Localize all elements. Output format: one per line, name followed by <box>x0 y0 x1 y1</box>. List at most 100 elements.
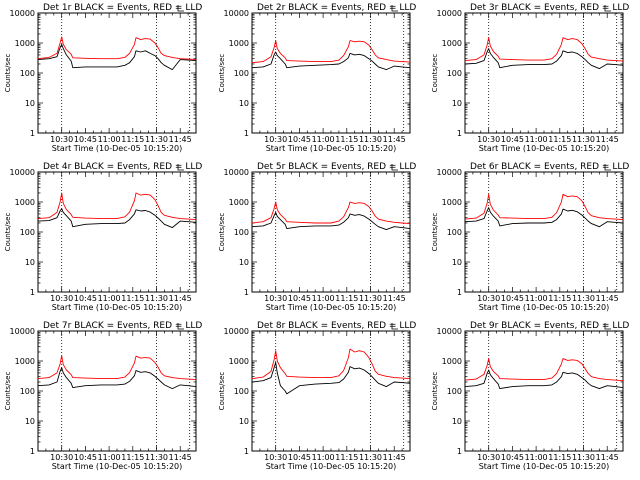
panel-3: Det 3r BLACK = Events, RED = LLD 1 10 100 10… <box>431 3 629 153</box>
x-tick-label: 11:15 <box>548 135 571 144</box>
x-tick-label: 10:45 <box>74 453 97 462</box>
x-axis-label: Start Time (10-Dec-05 10:15:20) <box>52 144 183 153</box>
y-tick-label: 100 <box>447 228 462 237</box>
y-tick-label: 10 <box>452 99 462 108</box>
x-tick-label: 11:45 <box>383 294 406 303</box>
y-tick-label: 100 <box>447 387 462 396</box>
panel-title: Det 3r BLACK = Events, RED = LLD <box>470 3 629 13</box>
y-axis-label: Counts/sec <box>431 213 439 252</box>
x-tick-label: 10:45 <box>288 135 311 144</box>
panel-title: Det 6r BLACK = Events, RED = LLD <box>470 162 629 172</box>
panel-title: Det 4r BLACK = Events, RED = LLD <box>43 162 202 172</box>
legend-mark <box>604 323 611 330</box>
x-tick-label: 11:00 <box>312 294 335 303</box>
panel-6: Det 6r BLACK = Events, RED = LLD 1 10 100 10… <box>431 162 629 312</box>
panel-title: Det 1r BLACK = Events, RED = LLD <box>43 3 202 13</box>
lld-series-line <box>251 348 411 380</box>
panel-4: Det 4r BLACK = Events, RED = LLD 1 10 100 10… <box>4 162 202 312</box>
legend-mark <box>604 164 611 171</box>
y-axis-label: Counts/sec <box>218 372 226 411</box>
x-tick-label: 11:45 <box>383 453 406 462</box>
events-series-line <box>37 367 197 390</box>
x-axis-label: Start Time (10-Dec-05 10:15:20) <box>479 462 610 471</box>
lld-series-line <box>464 193 624 221</box>
x-tick-label: 11:30 <box>359 453 382 462</box>
x-tick-label: 10:30 <box>477 135 500 144</box>
lld-series-line <box>251 40 411 64</box>
y-tick-label: 1 <box>244 447 249 456</box>
x-tick-label: 11:45 <box>383 135 406 144</box>
panel-1: Det 1r BLACK = Events, RED = LLD 1 10 100 10… <box>4 3 202 153</box>
y-tick-label: 1000 <box>15 198 35 207</box>
x-tick-label: 11:00 <box>98 135 121 144</box>
y-tick-label: 10000 <box>10 327 35 336</box>
y-tick-label: 10 <box>239 417 249 426</box>
y-axis-label: Counts/sec <box>218 213 226 252</box>
panel-2: Det 2r BLACK = Events, RED = LLD 1 10 100 10… <box>218 3 416 153</box>
y-tick-label: 1000 <box>15 39 35 48</box>
y-tick-label: 10000 <box>437 9 462 18</box>
y-tick-label: 1 <box>30 129 35 138</box>
panel-8: Det 8r BLACK = Events, RED = LLD 1 10 100 10… <box>218 321 416 471</box>
events-series-line <box>37 43 197 71</box>
y-axis-label: Counts/sec <box>4 372 12 411</box>
x-tick-label: 10:45 <box>288 294 311 303</box>
y-axis-label: Counts/sec <box>218 54 226 93</box>
x-tick-label: 10:45 <box>74 135 97 144</box>
legend-mark <box>177 323 184 330</box>
x-tick-label: 11:45 <box>596 135 619 144</box>
x-tick-label: 11:15 <box>121 135 144 144</box>
x-tick-label: 10:30 <box>50 135 73 144</box>
x-tick-label: 10:45 <box>501 294 524 303</box>
events-series-line <box>251 211 411 231</box>
legend-mark <box>391 5 398 12</box>
y-tick-label: 1000 <box>229 357 249 366</box>
x-tick-label: 10:30 <box>264 294 287 303</box>
x-axis-label: Start Time (10-Dec-05 10:15:20) <box>52 303 183 312</box>
events-series-line <box>37 208 197 229</box>
x-tick-label: 11:00 <box>525 294 548 303</box>
panel-title: Det 2r BLACK = Events, RED = LLD <box>257 3 416 13</box>
y-tick-label: 1000 <box>229 198 249 207</box>
x-tick-label: 11:15 <box>335 294 358 303</box>
lld-series-line <box>37 355 197 381</box>
y-tick-label: 10 <box>25 99 35 108</box>
y-tick-label: 10 <box>239 258 249 267</box>
lld-series-line <box>464 37 624 62</box>
y-tick-label: 1 <box>244 288 249 297</box>
y-tick-label: 10 <box>25 258 35 267</box>
events-series-line <box>464 369 624 390</box>
x-tick-label: 11:30 <box>145 294 168 303</box>
y-tick-label: 10000 <box>437 168 462 177</box>
y-tick-label: 100 <box>20 69 35 78</box>
x-tick-label: 11:15 <box>548 294 571 303</box>
x-tick-label: 11:15 <box>121 294 144 303</box>
y-tick-label: 1 <box>30 447 35 456</box>
x-tick-label: 11:30 <box>359 135 382 144</box>
y-tick-label: 100 <box>234 387 249 396</box>
x-tick-label: 10:45 <box>501 135 524 144</box>
x-tick-label: 11:15 <box>335 453 358 462</box>
y-tick-label: 10 <box>239 99 249 108</box>
x-tick-label: 11:00 <box>98 294 121 303</box>
y-tick-label: 10000 <box>224 327 249 336</box>
x-tick-label: 10:45 <box>501 453 524 462</box>
lld-series-line <box>251 201 411 225</box>
events-series-line <box>251 361 411 395</box>
y-tick-label: 100 <box>447 69 462 78</box>
events-series-line <box>464 207 624 228</box>
y-tick-label: 1000 <box>442 39 462 48</box>
x-tick-label: 11:30 <box>145 453 168 462</box>
lld-series-line <box>37 192 197 221</box>
events-series-line <box>464 48 624 70</box>
x-tick-label: 10:30 <box>50 453 73 462</box>
y-tick-label: 100 <box>20 387 35 396</box>
y-tick-label: 1000 <box>442 357 462 366</box>
y-tick-label: 10000 <box>224 9 249 18</box>
x-tick-label: 11:45 <box>596 453 619 462</box>
x-tick-label: 11:00 <box>525 453 548 462</box>
y-tick-label: 10000 <box>10 9 35 18</box>
y-tick-label: 1 <box>244 129 249 138</box>
x-tick-label: 11:15 <box>335 135 358 144</box>
